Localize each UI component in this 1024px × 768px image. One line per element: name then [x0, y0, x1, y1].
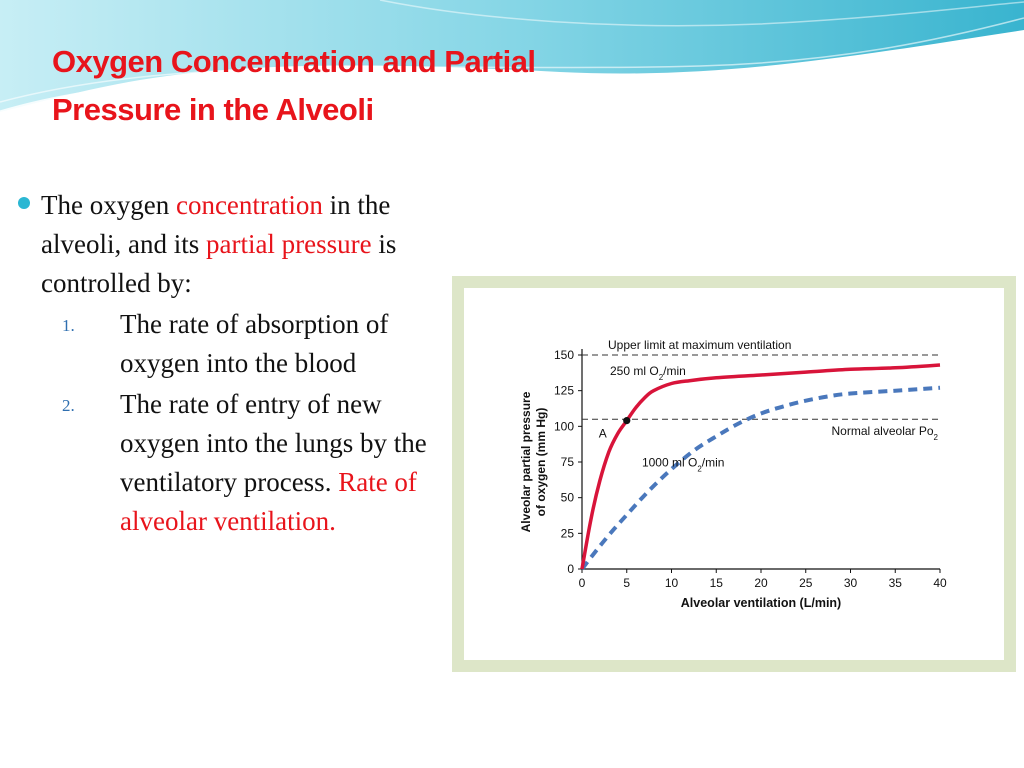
x-tick-label: 30 — [844, 576, 858, 590]
highlight-concentration: concentration — [175, 190, 323, 220]
y-axis-title-line-1: Alveolar partial pressure — [519, 391, 533, 532]
highlight-partial-pressure: partial pressure — [205, 229, 372, 259]
y-tick-label: 100 — [554, 419, 574, 433]
point-a-label: A — [599, 427, 607, 441]
series-250-ml-label: 250 ml O2/min — [610, 364, 686, 382]
numbered-item-1: 1. The rate of absorption of oxygen into… — [18, 305, 448, 383]
bullet-list: The oxygen concentration in the alveoli,… — [18, 186, 448, 541]
y-tick-label: 75 — [561, 455, 575, 469]
upper-limit-label: Upper limit at maximum ventilation — [608, 338, 791, 352]
y-tick-label: 150 — [554, 348, 574, 362]
normal-po2-label: Normal alveolar Po2 — [832, 424, 939, 442]
bullet-text-2: in the alveoli, and its — [41, 190, 391, 259]
point-a-marker — [623, 417, 631, 425]
series-1000-ml-label: 1000 ml O2/min — [642, 455, 724, 473]
figure-frame: 0 25 50 75 100 125 150 0 5 10 15 20 25 30 35 40 Alveolar… — [452, 276, 1016, 672]
bullet-text-3: is controlled by: — [41, 229, 397, 298]
item-number: 1. — [62, 316, 75, 335]
item-number: 2. — [62, 396, 75, 415]
x-tick-label: 20 — [754, 576, 768, 590]
series-1000-ml-curve — [580, 385, 941, 571]
slide-title-line-2: Pressure in the Alveoli — [52, 92, 374, 127]
numbered-item-2: 2. The rate of entry of new oxygen into … — [18, 385, 448, 541]
x-tick-label: 0 — [579, 576, 586, 590]
y-tick-label: 125 — [554, 384, 574, 398]
bullet-item-main: The oxygen concentration in the alveoli,… — [18, 186, 448, 303]
x-tick-label: 40 — [933, 576, 947, 590]
x-tick-label: 25 — [799, 576, 813, 590]
item-text: The rate of entry of new oxygen into the… — [120, 389, 427, 497]
x-tick-label: 5 — [623, 576, 630, 590]
oxygen-ventilation-chart: 0 25 50 75 100 125 150 0 5 10 15 20 25 30 35 40 Alveolar… — [519, 338, 947, 610]
highlight-alveolar-ventilation: Rate of alveolar ventilation. — [120, 467, 417, 536]
x-tick-label: 10 — [665, 576, 679, 590]
bullet-text-1: The oxygen — [41, 190, 176, 220]
y-tick-label: 25 — [561, 526, 575, 540]
figure-panel: 0 25 50 75 100 125 150 0 5 10 15 20 25 30 35 40 Alveolar… — [464, 288, 1004, 660]
header-wave-decoration — [0, 0, 1024, 114]
x-tick-label: 35 — [889, 576, 903, 590]
y-tick-label: 0 — [567, 562, 574, 576]
item-text: The rate of absorption of oxygen into th… — [120, 309, 389, 378]
y-axis-title-line-2: of oxygen (mm Hg) — [534, 408, 548, 517]
series-250-ml-curve — [580, 363, 941, 570]
y-tick-label: 50 — [561, 491, 575, 505]
bullet-dot-icon — [18, 197, 30, 209]
x-tick-label: 15 — [710, 576, 724, 590]
x-axis-title: Alveolar ventilation (L/min) — [681, 596, 841, 610]
slide-title: Oxygen Concentration and Partial Pressur… — [52, 38, 672, 134]
slide-title-line-1: Oxygen Concentration and Partial — [52, 44, 536, 79]
